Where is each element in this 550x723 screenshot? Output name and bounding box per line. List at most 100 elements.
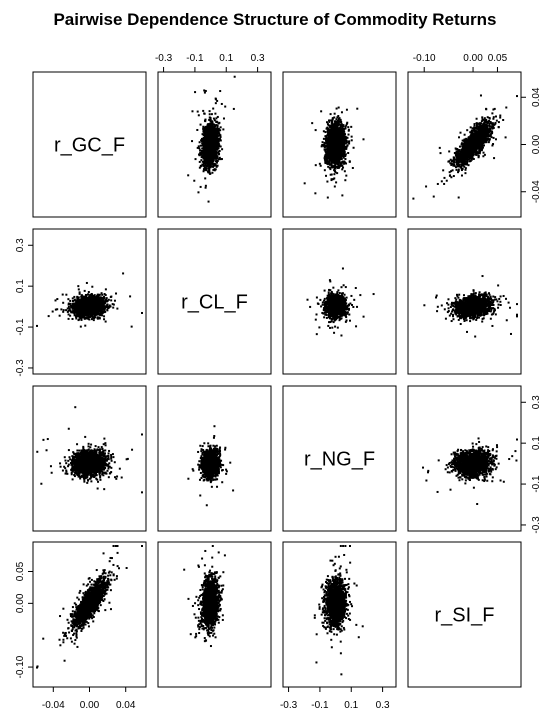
data-point (463, 158, 466, 161)
data-point (474, 126, 477, 129)
data-point (206, 124, 209, 127)
data-point (333, 185, 336, 188)
data-point (335, 107, 338, 110)
data-point (482, 123, 485, 126)
data-point (344, 142, 347, 145)
data-point (202, 129, 205, 132)
data-point (483, 144, 485, 147)
data-point (469, 136, 472, 139)
data-point (329, 154, 332, 157)
data-point (203, 156, 206, 159)
data-point (461, 139, 464, 142)
data-point (461, 149, 464, 152)
data-point (328, 150, 331, 153)
data-point (203, 154, 206, 157)
data-point (206, 164, 209, 167)
data-point (215, 135, 218, 138)
data-point (207, 152, 210, 155)
data-point (204, 130, 207, 133)
data-point (461, 161, 464, 164)
data-point (206, 131, 209, 134)
data-point (215, 165, 218, 168)
data-point (476, 133, 479, 136)
data-point (329, 158, 332, 161)
data-point (343, 147, 346, 150)
data-point (339, 129, 342, 132)
data-point (470, 141, 473, 144)
data-point (217, 130, 220, 133)
data-point (485, 127, 488, 130)
data-point (326, 140, 329, 143)
data-point (201, 160, 204, 163)
data-point (479, 132, 482, 135)
data-point (218, 144, 221, 147)
data-point (460, 151, 463, 154)
data-point (334, 137, 337, 140)
data-point (339, 158, 342, 161)
panel-frame-r_GC_F-vs-r_GC_F (32, 71, 147, 218)
data-point (504, 136, 507, 139)
data-point (476, 139, 479, 141)
data-point (343, 170, 346, 173)
data-point (483, 122, 486, 125)
data-point (331, 127, 334, 130)
data-point (336, 166, 339, 169)
data-point (477, 141, 480, 144)
data-point (343, 127, 346, 130)
data-point (203, 144, 206, 147)
data-point (342, 129, 345, 132)
data-point (480, 126, 483, 129)
data-point (432, 195, 435, 198)
data-point (333, 169, 336, 172)
data-point (333, 127, 336, 130)
data-point (202, 109, 205, 112)
data-point (345, 122, 348, 125)
data-point (336, 138, 339, 141)
data-point (336, 128, 339, 131)
data-point (356, 107, 359, 110)
data-point (458, 149, 461, 152)
data-point (448, 150, 451, 153)
data-point (436, 182, 439, 185)
data-point (474, 137, 477, 140)
data-point (347, 126, 350, 129)
data-point (344, 154, 347, 157)
data-point (475, 122, 478, 125)
data-point (486, 135, 489, 138)
data-point (485, 133, 488, 136)
data-point (214, 156, 217, 159)
data-point (482, 155, 485, 158)
data-point (337, 131, 340, 134)
data-point (474, 130, 477, 133)
data-point (516, 95, 518, 98)
data-point (337, 106, 340, 109)
data-point (465, 158, 468, 161)
data-point (341, 127, 344, 130)
data-point (194, 91, 197, 94)
data-point (338, 134, 341, 137)
data-point (491, 132, 493, 135)
data-point (212, 159, 215, 162)
data-point (472, 143, 475, 146)
data-point (347, 152, 350, 155)
data-point (463, 155, 466, 158)
data-point (463, 140, 466, 143)
data-point (466, 147, 469, 150)
data-point (216, 159, 219, 162)
data-point (205, 139, 208, 142)
data-point (339, 141, 342, 144)
data-point (330, 162, 333, 165)
data-point (328, 129, 331, 132)
data-point (466, 160, 469, 163)
data-point (460, 143, 463, 146)
scatter-panel-r_CL_F-vs-r_GC_F (36, 272, 143, 328)
data-point (214, 164, 217, 167)
data-point (110, 299, 113, 302)
panel-frame-r_NG_F-vs-r_CL_F (157, 385, 272, 532)
data-point (208, 169, 211, 172)
data-point (216, 99, 219, 102)
data-point (334, 151, 337, 154)
data-point (218, 149, 221, 152)
data-point (216, 115, 219, 118)
